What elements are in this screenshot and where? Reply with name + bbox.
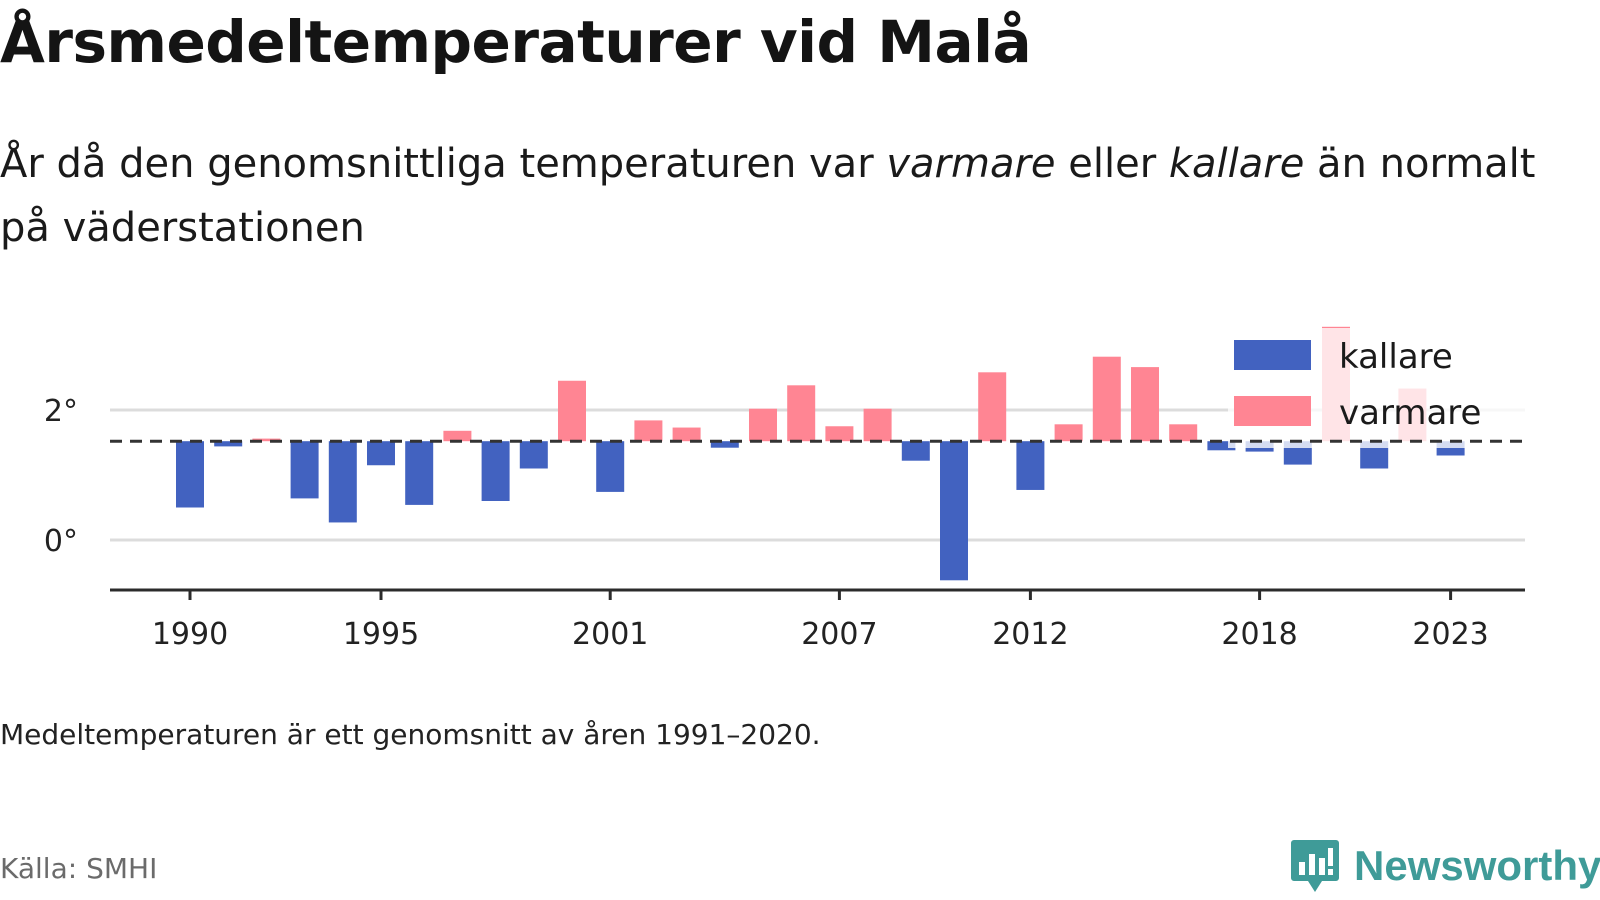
brand-logo: Newsworthy [1290,838,1600,894]
bar-chart-bubble-icon [1291,840,1339,892]
bar-1990 [176,441,204,508]
brand-name: Newsworthy [1354,842,1600,889]
x-tick-label: 2012 [992,617,1068,652]
chart-title: Årsmedeltemperaturer vid Malå [0,8,1032,76]
bar-1997 [443,430,472,442]
x-tick-label: 1990 [152,617,228,652]
bar-2001 [596,441,625,492]
bar-2003 [672,427,701,442]
bar-1998 [481,441,510,501]
bar-2011 [978,372,1007,442]
legend-label-varmare: varmare [1339,393,1481,433]
chart-subtitle: År då den genomsnittliga temperaturen va… [0,132,1540,260]
bar-2005 [749,408,777,442]
subtitle-warm-word: varmare [886,141,1056,187]
bar-2009 [901,441,930,461]
x-tick-label: 2007 [801,617,877,652]
legend-swatch-kallare [1234,340,1311,370]
bar-2006 [787,385,816,442]
subtitle-text-2: eller [1055,141,1169,187]
y-tick-label: 0° [44,524,78,559]
bar-2000 [558,380,586,442]
bar-2002 [634,420,663,442]
subtitle-cold-word: kallare [1168,141,1305,187]
bar-2017 [1207,441,1236,451]
bar-2014 [1092,356,1121,442]
bar-2013 [1054,424,1083,442]
footnote: Medeltemperaturen är ett genomsnitt av å… [0,718,821,751]
bar-1999 [519,441,548,469]
x-tick-label: 2023 [1412,617,1488,652]
subtitle-text-1: År då den genomsnittliga temperaturen va… [0,141,887,187]
bar-1994 [328,441,357,523]
y-tick-label: 2° [44,394,78,429]
bar-2004 [710,441,739,448]
bar-2010 [940,441,968,581]
bar-2008 [863,408,892,442]
source-label: Källa: SMHI [0,852,158,885]
bar-2015 [1131,367,1159,442]
subtitle-text-3: än normalt på väderstationen [0,141,1536,251]
bar-2007 [825,426,854,442]
x-tick-label: 2018 [1221,617,1297,652]
x-tick-label: 2001 [572,617,648,652]
bar-1995 [367,441,395,466]
bar-1996 [405,441,434,505]
legend-label-kallare: kallare [1339,337,1453,377]
x-tick-label: 1995 [343,617,419,652]
bar-chart: 0° 2° kallare varmare 1990 1995 2001 2007 2012 2… [44,326,1528,652]
bar-1993 [290,441,319,499]
legend-swatch-varmare [1234,396,1311,426]
bar-1992 [252,438,281,442]
overlay-group: kallare varmare 1990 1995 2001 2007 2012 2018 20… [110,328,1528,652]
bar-2016 [1169,424,1198,442]
bar-2012 [1016,441,1045,490]
bar-1991 [214,441,243,447]
